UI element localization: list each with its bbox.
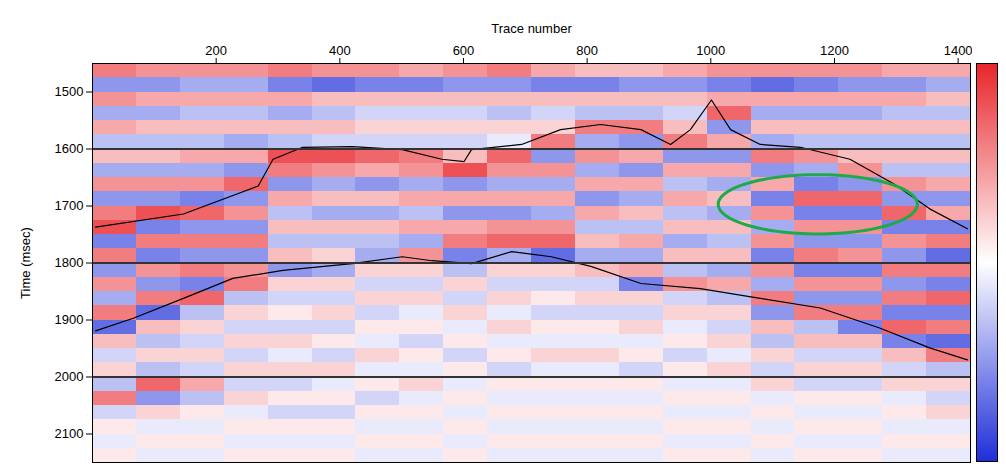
svg-text:Time (msec): Time (msec): [18, 227, 33, 299]
svg-text:1200: 1200: [820, 43, 849, 58]
svg-text:1000: 1000: [696, 43, 725, 58]
svg-text:600: 600: [453, 43, 475, 58]
svg-text:1700: 1700: [55, 198, 84, 213]
svg-text:2000: 2000: [55, 369, 84, 384]
svg-text:800: 800: [576, 43, 598, 58]
svg-text:1500: 1500: [55, 84, 84, 99]
svg-text:1800: 1800: [55, 255, 84, 270]
svg-text:Trace number: Trace number: [491, 21, 572, 36]
svg-text:400: 400: [329, 43, 351, 58]
svg-text:2100: 2100: [55, 426, 84, 441]
svg-text:1400: 1400: [944, 43, 972, 58]
svg-text:200: 200: [205, 43, 227, 58]
svg-text:1600: 1600: [55, 141, 84, 156]
svg-text:1900: 1900: [55, 312, 84, 327]
